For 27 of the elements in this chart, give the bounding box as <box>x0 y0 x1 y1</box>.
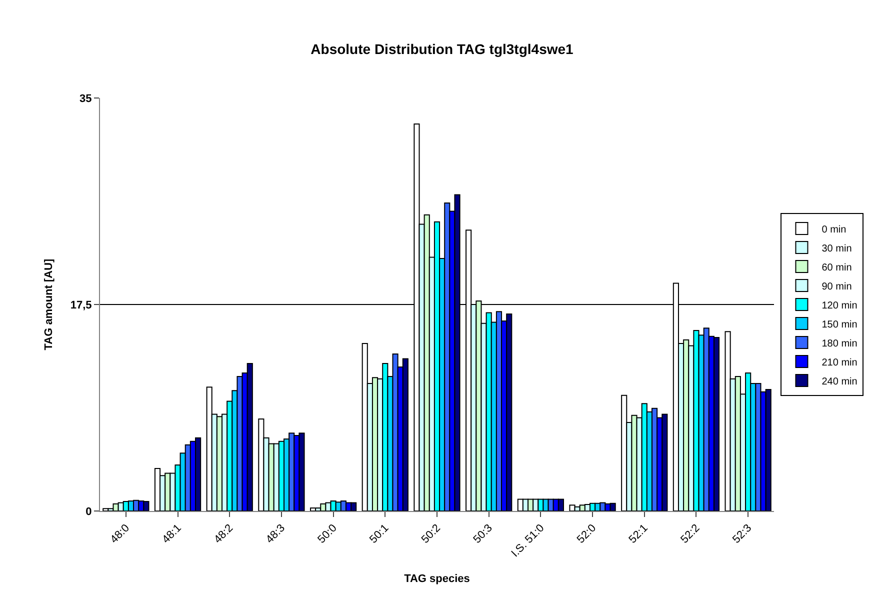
x-tick-label: 52:0 <box>574 522 599 546</box>
x-tick-label: I.S. 51:0 <box>509 522 547 560</box>
y-tick-label: 35 <box>80 92 92 105</box>
x-tick-label: 48:3 <box>264 522 288 546</box>
legend-label: 180 min <box>822 338 858 350</box>
legend-label: 0 min <box>822 224 846 236</box>
x-tick-label: 50:3 <box>471 522 495 546</box>
x-tick-label: 50:1 <box>368 522 392 546</box>
x-tick-label: 52:1 <box>626 522 650 546</box>
legend-label: 150 min <box>822 319 858 330</box>
legend-label: 240 min <box>822 376 858 388</box>
y-tick-label: 0 <box>86 506 92 518</box>
chart-title: Absolute Distribution TAG tgl3tgl4swe1 <box>310 41 574 58</box>
legend-label: 120 min <box>822 300 858 312</box>
bar <box>569 504 576 511</box>
x-tick-label: 48:1 <box>160 522 184 546</box>
legend-label: 30 min <box>822 243 852 254</box>
x-tick-label: 50:0 <box>316 522 340 546</box>
x-tick-label: 48:0 <box>108 522 132 546</box>
x-tick-label: 48:2 <box>212 522 236 546</box>
y-axis-title: TAG amount [AU] <box>43 258 56 350</box>
legend-label: 90 min <box>822 281 852 292</box>
legend-label: 210 min <box>822 357 858 368</box>
bar <box>102 508 109 511</box>
legend-label: 60 min <box>822 262 852 274</box>
y-tick-label: 17,5 <box>70 299 92 312</box>
x-axis-title: TAG species <box>404 572 470 585</box>
